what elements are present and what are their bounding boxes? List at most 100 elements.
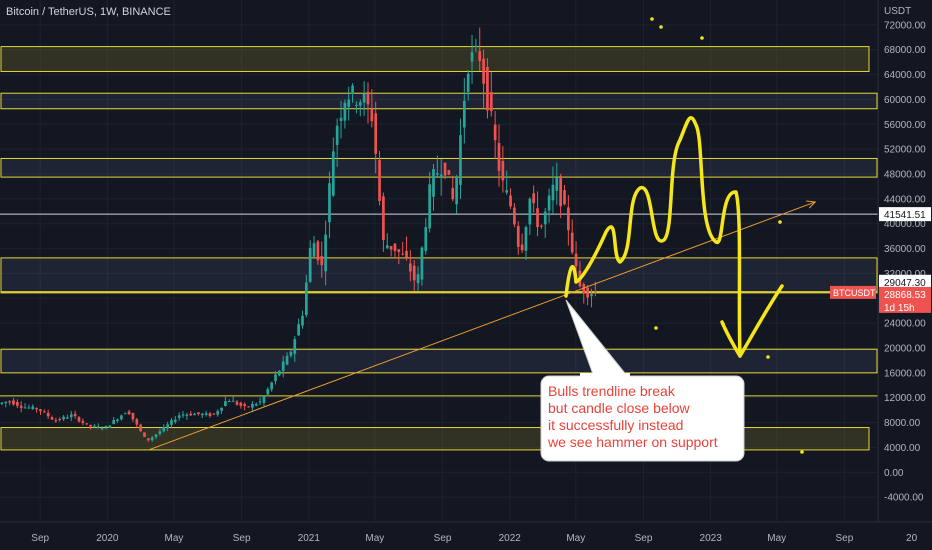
candle-body	[428, 184, 431, 229]
candle-body	[166, 424, 169, 429]
candle-body	[154, 434, 158, 438]
candle-body	[131, 412, 135, 420]
candle-body	[289, 351, 293, 356]
candle-body	[443, 162, 447, 176]
candle-body	[555, 177, 559, 191]
price-label-current-text: 1d 15h	[884, 303, 915, 314]
candle-body	[451, 188, 455, 200]
candle-body	[297, 324, 300, 336]
time-tick-label: May	[767, 533, 786, 544]
time-tick-label: 2023	[700, 533, 723, 544]
axis-tick-label: 12000.00	[884, 393, 926, 404]
time-tick-label: Sep	[233, 533, 251, 544]
candle-body	[370, 108, 374, 122]
candle-body	[73, 413, 77, 417]
candle-body	[493, 124, 497, 141]
candle-body	[343, 102, 347, 121]
axis-tick-label: 32000.00	[884, 269, 926, 280]
candle-body	[281, 361, 285, 371]
candle-body	[478, 51, 482, 62]
candle-body	[551, 184, 555, 201]
candle-body	[462, 100, 466, 128]
axis-tick-label: 52000.00	[884, 145, 926, 156]
candle-body	[489, 92, 493, 112]
axis-tick-label: 60000.00	[884, 95, 926, 106]
candle-body	[89, 424, 92, 427]
price-label-white-text: 41541.51	[884, 210, 926, 221]
candle-body	[358, 102, 362, 106]
candle-body	[235, 401, 239, 405]
candle-body	[590, 294, 593, 297]
candle-body	[316, 241, 320, 261]
candle-body	[331, 151, 335, 196]
candle-body	[212, 413, 216, 415]
candle-body	[54, 420, 58, 422]
candle-body	[547, 195, 551, 211]
candle-body	[162, 427, 166, 432]
candle-body	[135, 419, 139, 425]
candle-body	[100, 428, 104, 430]
drawing-dot	[650, 17, 654, 21]
trendline-arrowhead	[806, 200, 817, 209]
candle-body	[497, 143, 501, 171]
drawing-dot	[659, 25, 663, 29]
candle-body	[15, 402, 19, 406]
axis-tick-label: 44000.00	[884, 194, 926, 205]
candle-body	[23, 407, 27, 409]
axis-tick-label: -4000.00	[884, 493, 924, 504]
candle-body	[540, 225, 543, 227]
candle-body	[416, 274, 420, 284]
candle-body	[12, 400, 15, 405]
time-tick-label: 20	[906, 533, 918, 544]
drawing-dot	[700, 36, 704, 40]
price-label-current-text: 28868.53	[884, 290, 926, 301]
candle-body	[112, 420, 116, 424]
drawing-arrowhead	[720, 284, 784, 358]
candle-body	[270, 382, 274, 390]
price-label-white-text: 29047.30	[884, 278, 926, 289]
candle-body	[335, 125, 339, 146]
candle-body	[570, 232, 574, 253]
candle-body	[301, 315, 304, 326]
axis-tick-label: 24000.00	[884, 319, 926, 330]
candle-body	[304, 282, 308, 315]
candle-body	[147, 438, 150, 441]
candle-body	[200, 413, 204, 416]
zone-band	[0, 291, 878, 294]
drawing-dot	[766, 355, 770, 359]
axis-tick-label: 40000.00	[884, 219, 926, 230]
axis-tick-label: 8000.00	[884, 418, 921, 429]
candle-body	[278, 370, 281, 376]
candle-body	[536, 208, 539, 228]
grid	[0, 0, 878, 522]
axis-tick-label: 4000.00	[884, 443, 921, 454]
time-tick-label: May	[164, 533, 183, 544]
candle-body	[120, 415, 123, 420]
candle-body	[524, 226, 528, 251]
candle-body	[85, 423, 89, 425]
candle-body	[143, 432, 146, 437]
price-labels: 41541.51 29047.30 BTCUSDT 28868.53 1d 15h	[830, 207, 931, 314]
time-tick-label: Sep	[31, 533, 49, 544]
time-axis: Sep 2020 May Sep 2021 May Sep 2022 May Sep 2023 May…	[0, 521, 932, 550]
candle-body	[39, 409, 42, 412]
candle-body	[501, 160, 505, 181]
callout-text-line: Bulls trendline break	[548, 383, 676, 399]
chart-title: Bitcoin / TetherUS, 1W, BINANCE	[6, 6, 171, 18]
candle-body	[505, 190, 509, 193]
candle-body	[366, 91, 370, 105]
candle-body	[8, 401, 11, 403]
candle-body	[185, 414, 189, 416]
candle-body	[4, 401, 8, 404]
candle-body	[177, 415, 181, 418]
projection-drawing	[564, 17, 804, 454]
zone-band	[0, 92, 878, 110]
candle-body	[274, 374, 277, 382]
zone-band	[0, 46, 870, 72]
candle-body	[197, 412, 200, 414]
axis-tick-label: 68000.00	[884, 45, 926, 56]
candle-body	[424, 227, 428, 251]
candle-body	[19, 405, 23, 408]
callout-text-line: it successfully instead	[548, 417, 683, 433]
